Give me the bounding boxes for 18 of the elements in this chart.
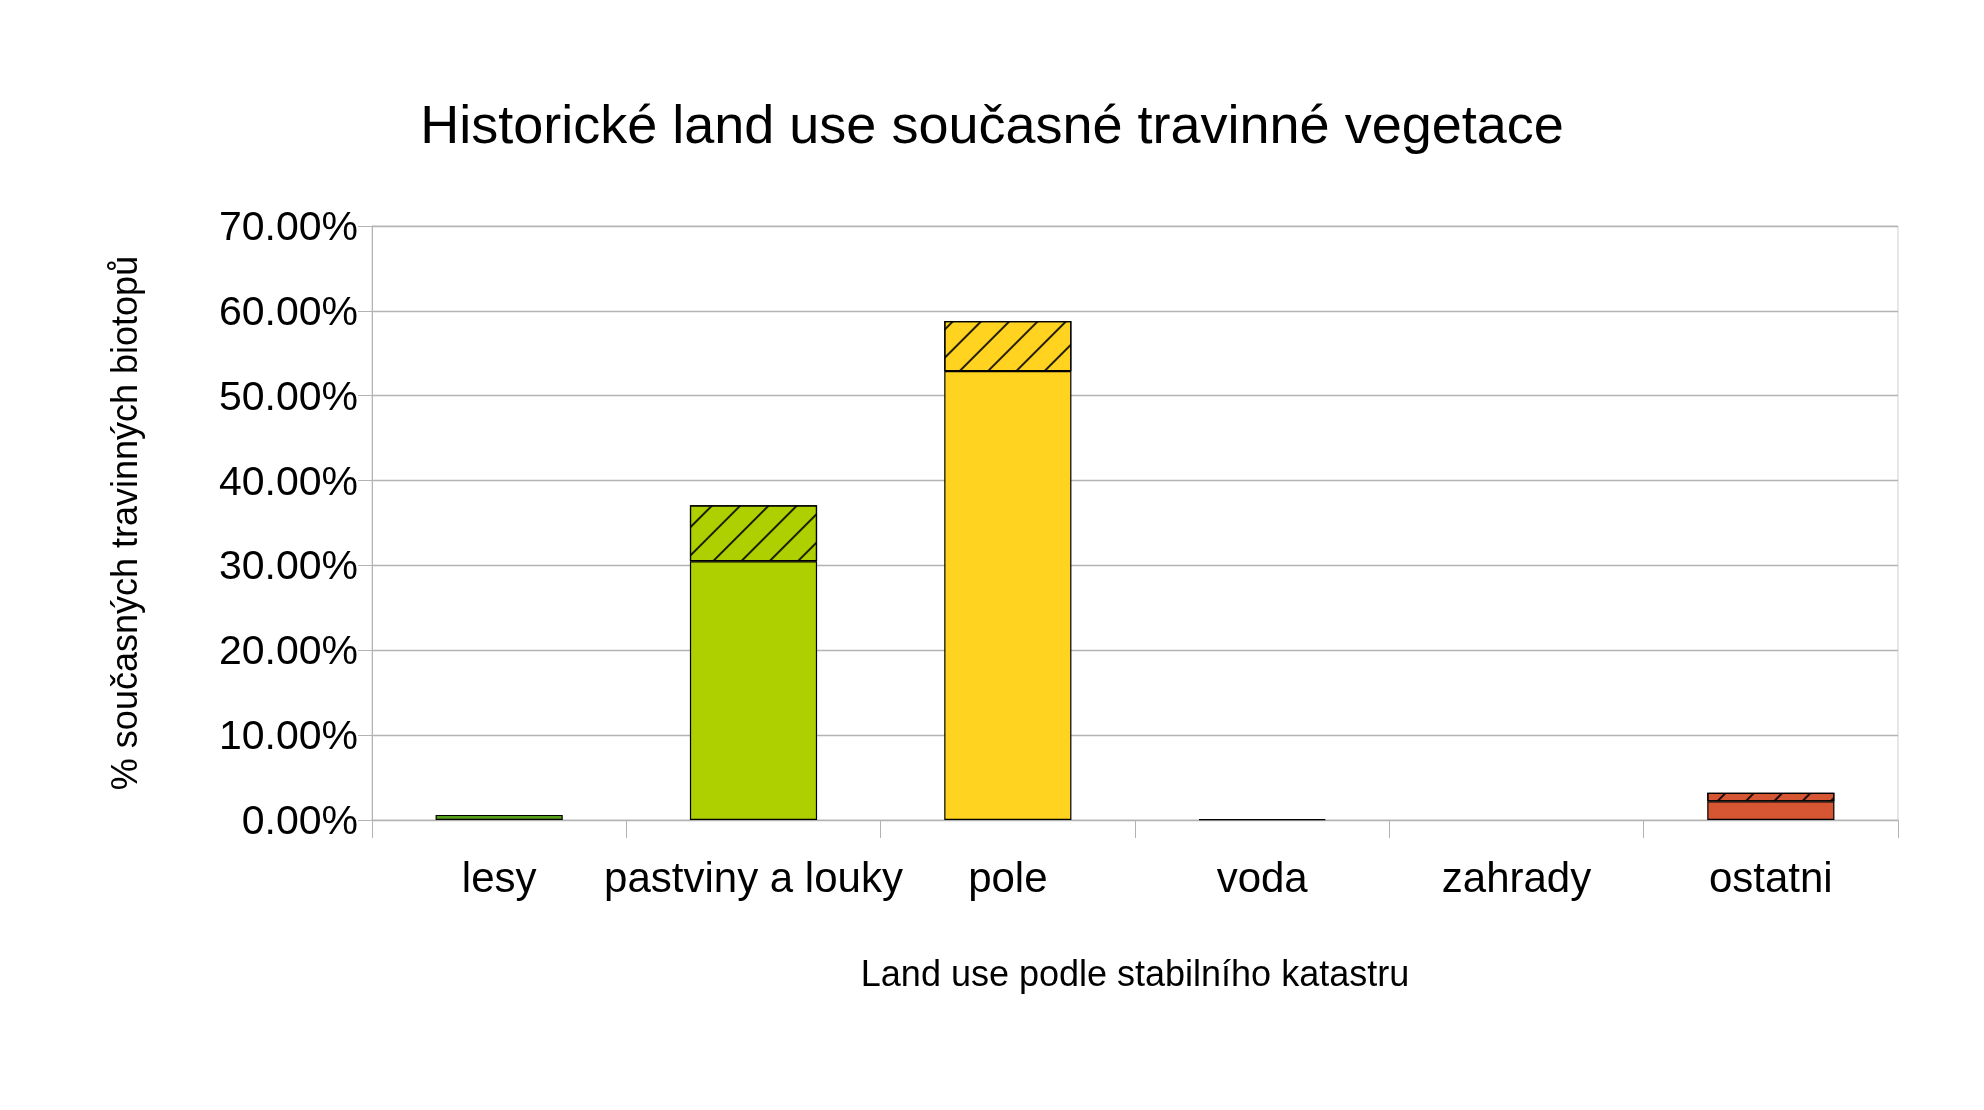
x-tick-label: zahrady [1441, 853, 1592, 901]
y-axis-title: % současných travinných biotopů [103, 255, 145, 791]
chart-title: Historické land use současné travinné vegetace [420, 94, 1564, 154]
x-tick-label: ostatni [1708, 853, 1833, 901]
x-axis-title: Land use podle stabilního katastru [860, 952, 1410, 994]
y-tick-label: 0.00% [241, 797, 358, 843]
y-tick-label: 40.00% [218, 457, 358, 504]
y-tick-label: 20.00% [218, 627, 358, 674]
y-tick-label: 30.00% [218, 542, 358, 589]
x-tick-label: pole [968, 853, 1048, 901]
y-tick-label: 70.00% [218, 203, 358, 249]
y-tick-label: 10.00% [218, 712, 358, 759]
bar [435, 814, 563, 820]
x-tick-label: lesy [461, 853, 537, 901]
y-tick-label: 60.00% [218, 287, 358, 334]
y-tick-label: 50.00% [218, 372, 358, 419]
x-tick-label: pastviny a louky [604, 853, 903, 901]
x-tick-label: voda [1216, 853, 1309, 901]
